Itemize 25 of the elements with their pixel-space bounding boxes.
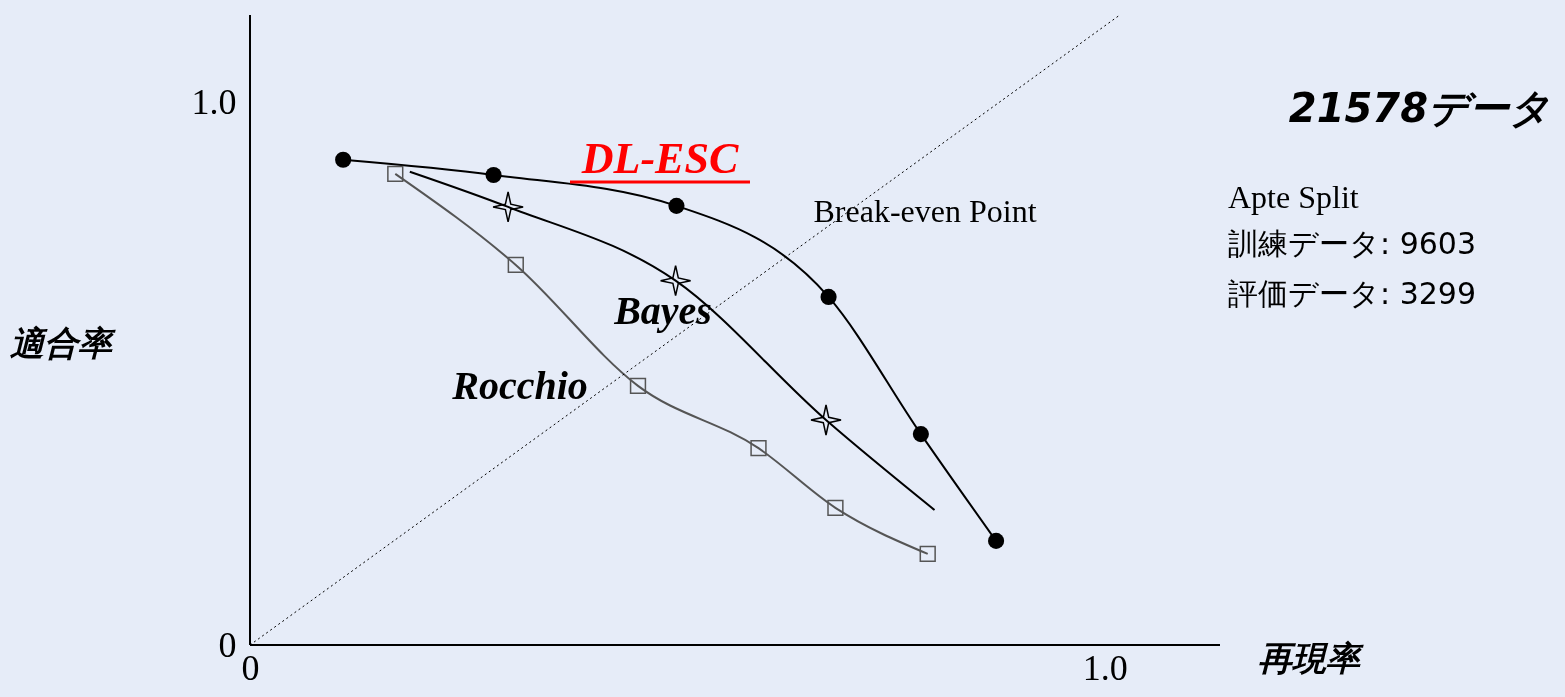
point: [485, 166, 502, 183]
point: [988, 532, 1005, 549]
text: 21578データ: [1288, 85, 1550, 131]
annotation: Rocchio: [451, 363, 588, 408]
point: [912, 426, 929, 443]
annotation: DL-ESC: [580, 134, 739, 183]
annotation: Break-even Point: [813, 193, 1037, 229]
text: 訓練データ: 9603: [1228, 226, 1476, 261]
point: [919, 545, 936, 563]
point: [492, 191, 524, 223]
annotation: Bayes: [613, 288, 712, 333]
y-axis-title: 適合率: [10, 323, 116, 363]
point: [507, 256, 524, 274]
point: [820, 288, 837, 305]
point: [387, 165, 404, 183]
text: Apte Split: [1228, 179, 1359, 215]
point: [629, 377, 647, 395]
text: 評価データ: 3299: [1228, 276, 1476, 311]
point: [335, 151, 352, 168]
point: [750, 440, 767, 457]
point: [827, 499, 844, 516]
point: [810, 404, 842, 436]
point: [659, 264, 692, 297]
x-axis-title: 再現率: [1258, 638, 1364, 678]
point: [668, 197, 685, 214]
